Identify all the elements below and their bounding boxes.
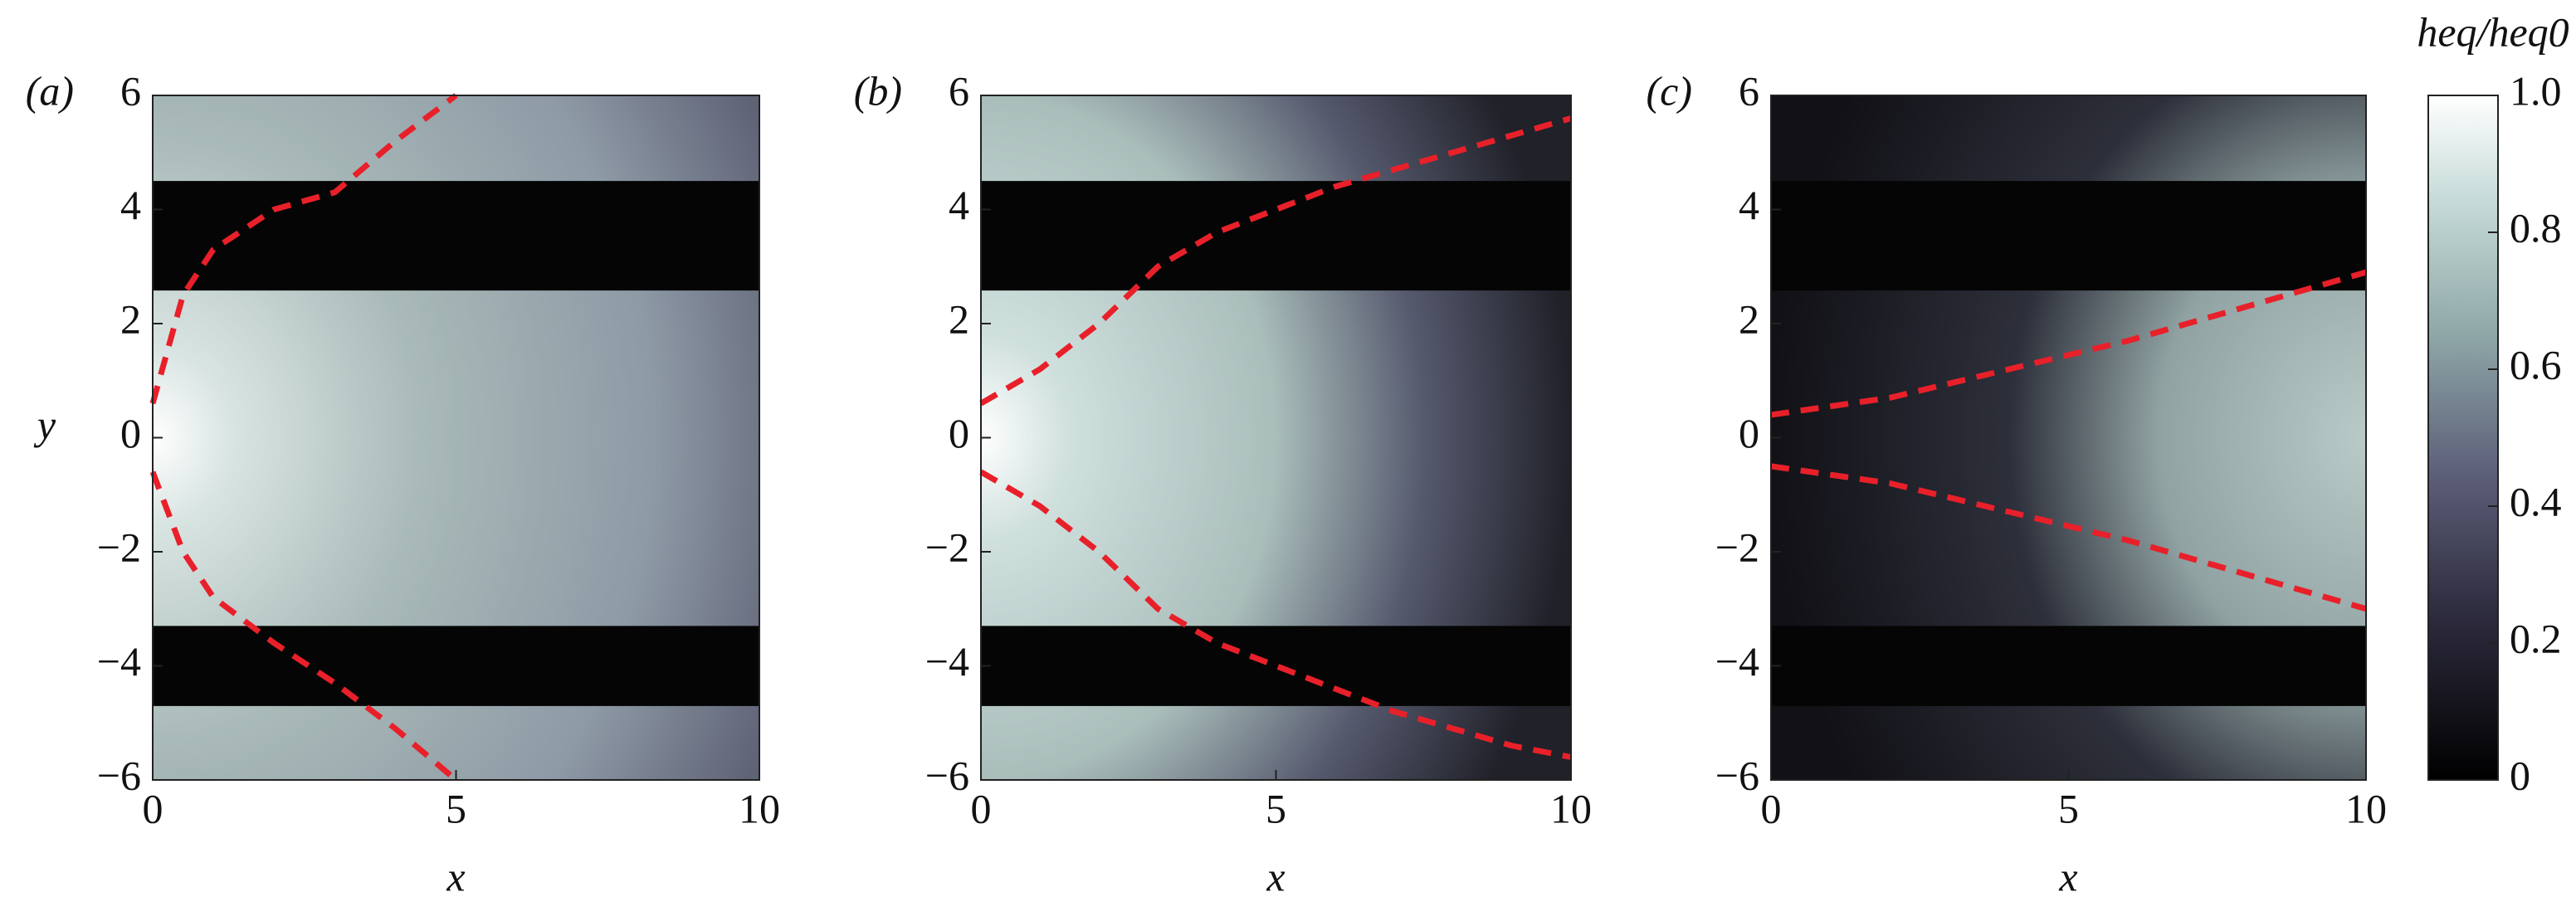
- y-tick-label: 4: [120, 182, 141, 228]
- boundary-curve: [1770, 463, 2367, 612]
- x-tick-label: 10: [2345, 785, 2387, 831]
- y-tick-label: 6: [949, 67, 969, 114]
- y-tick-label: −6: [1715, 752, 1759, 798]
- wall: [981, 181, 1571, 291]
- y-tick-label: 6: [120, 67, 141, 114]
- y-tick-label: 4: [1739, 182, 1759, 228]
- y-tick-label: 6: [1739, 67, 1759, 114]
- boundary-curve: [1770, 269, 2367, 418]
- y-axis-label: y: [33, 402, 56, 448]
- colorbar-tick-label: 0.2: [2510, 615, 2562, 661]
- x-tick-label: 0: [1761, 785, 1782, 831]
- panel-label: (a): [26, 67, 74, 114]
- boundary-curve: [149, 93, 458, 405]
- colorbar: [2427, 95, 2499, 781]
- y-tick-label: 0: [120, 410, 141, 456]
- x-axis-label: x: [2058, 853, 2077, 899]
- y-tick-label: −6: [97, 752, 141, 798]
- y-tick-label: −4: [925, 638, 969, 685]
- y-tick-label: −6: [925, 752, 969, 798]
- x-tick-label: 0: [971, 785, 992, 831]
- y-tick-label: 2: [120, 295, 141, 342]
- panel-label: (c): [1647, 67, 1693, 114]
- y-tick-label: 4: [949, 182, 969, 228]
- x-tick-label: 5: [446, 785, 466, 831]
- y-tick-label: 0: [1739, 410, 1759, 456]
- x-tick-label: 10: [1550, 785, 1592, 831]
- panel-label: (b): [854, 67, 902, 114]
- y-tick-label: −4: [97, 638, 141, 685]
- x-axis-label: x: [446, 853, 465, 899]
- wall: [153, 181, 759, 291]
- colorbar-tick-label: 0.8: [2510, 204, 2562, 251]
- y-tick-label: −2: [1715, 524, 1759, 570]
- colorbar-label: heq/heq0: [2417, 8, 2569, 55]
- wall: [981, 626, 1571, 706]
- wall: [1771, 626, 2366, 706]
- x-tick-label: 0: [143, 785, 163, 831]
- y-tick-label: 0: [949, 410, 969, 456]
- y-tick-label: −2: [97, 524, 141, 570]
- y-tick-label: −2: [925, 524, 969, 570]
- x-axis-label: x: [1266, 853, 1285, 899]
- colorbar-tick-label: 0.6: [2510, 341, 2562, 387]
- x-tick-label: 5: [2058, 785, 2079, 831]
- colorbar-tick-label: 0.4: [2510, 478, 2562, 524]
- colorbar-tick-label: 1.0: [2510, 67, 2562, 114]
- y-tick-label: 2: [949, 295, 969, 342]
- wall: [1771, 181, 2366, 291]
- x-tick-label: 5: [1266, 785, 1286, 831]
- x-tick-label: 10: [739, 785, 780, 831]
- colorbar-tick-label: 0: [2510, 752, 2530, 798]
- wall: [153, 626, 759, 706]
- boundary-curve: [149, 470, 458, 782]
- y-tick-label: −4: [1715, 638, 1759, 685]
- y-tick-label: 2: [1739, 295, 1759, 342]
